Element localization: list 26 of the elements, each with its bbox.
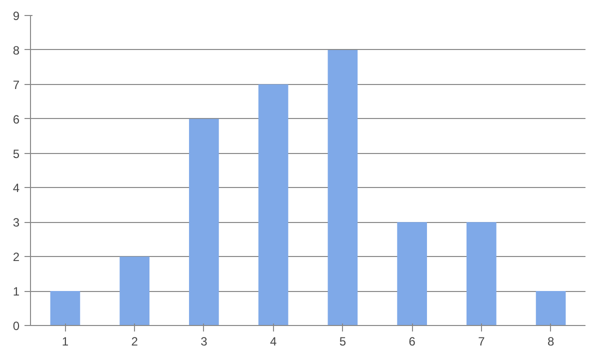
bar (189, 118, 219, 326)
y-tick-label: 5 (12, 146, 20, 161)
bar (120, 256, 150, 326)
bar (50, 291, 80, 326)
y-tick-label: 4 (12, 181, 20, 196)
bar (536, 291, 566, 326)
y-tick-label: 6 (12, 112, 20, 126)
x-tick-label: 8 (547, 334, 554, 348)
x-tick-label: 4 (270, 334, 277, 348)
x-tick-label: 1 (62, 334, 69, 348)
y-tick-label: 2 (12, 250, 20, 264)
x-tick-label: 7 (478, 334, 486, 348)
y-tick-label: 0 (12, 319, 20, 333)
bar (397, 222, 427, 326)
y-tick-label: 9 (12, 9, 20, 23)
y-tick-label: 7 (12, 78, 20, 92)
x-tick-label: 2 (131, 334, 138, 348)
bar (328, 50, 358, 326)
y-tick-label: 3 (12, 216, 20, 230)
x-tick-label: 3 (200, 334, 208, 348)
x-tick-label: 5 (339, 334, 346, 348)
y-tick-label: 1 (12, 284, 20, 299)
bar (466, 222, 496, 326)
x-tick-label: 6 (408, 334, 416, 348)
y-tick-label: 8 (12, 43, 20, 58)
bar (258, 84, 288, 326)
